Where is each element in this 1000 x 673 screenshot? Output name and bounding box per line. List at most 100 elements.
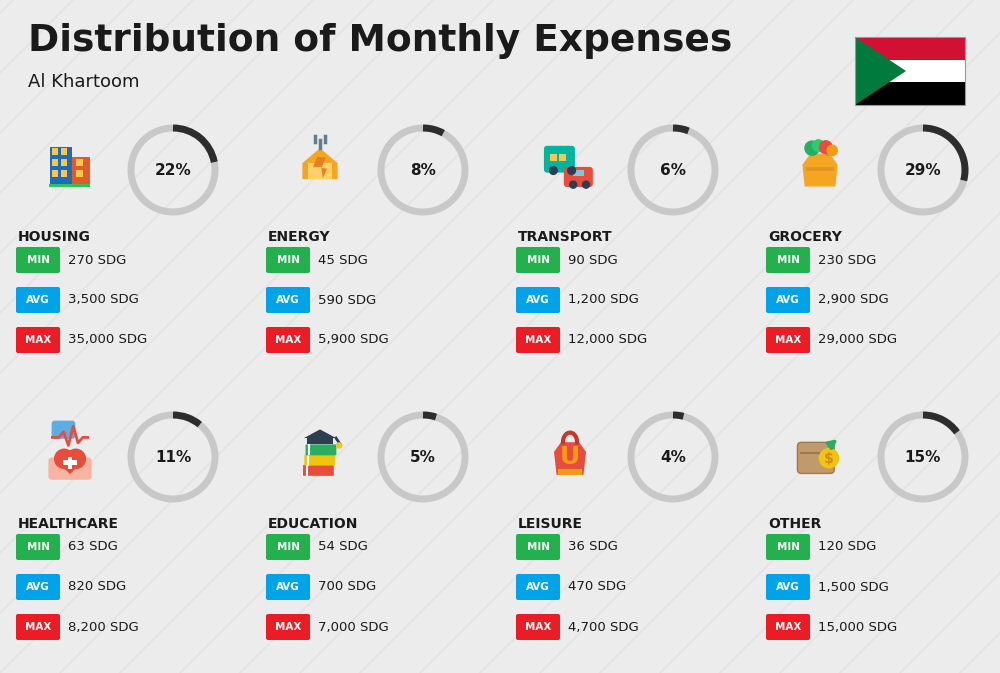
- FancyBboxPatch shape: [52, 147, 58, 155]
- Text: MIN: MIN: [526, 255, 550, 265]
- Circle shape: [570, 181, 577, 188]
- Text: MAX: MAX: [775, 335, 801, 345]
- FancyBboxPatch shape: [306, 444, 336, 456]
- FancyBboxPatch shape: [16, 574, 60, 600]
- Text: 90 SDG: 90 SDG: [568, 254, 618, 267]
- FancyBboxPatch shape: [49, 184, 90, 187]
- Circle shape: [55, 450, 74, 468]
- FancyBboxPatch shape: [558, 469, 582, 475]
- FancyBboxPatch shape: [68, 456, 72, 469]
- Polygon shape: [55, 459, 85, 474]
- FancyBboxPatch shape: [766, 614, 810, 640]
- Text: MAX: MAX: [525, 335, 551, 345]
- FancyBboxPatch shape: [544, 146, 575, 172]
- FancyBboxPatch shape: [266, 574, 310, 600]
- FancyBboxPatch shape: [16, 534, 60, 560]
- Circle shape: [819, 141, 832, 153]
- FancyBboxPatch shape: [308, 163, 332, 179]
- Text: TRANSPORT: TRANSPORT: [518, 230, 613, 244]
- Text: AVG: AVG: [776, 582, 800, 592]
- Text: 1,500 SDG: 1,500 SDG: [818, 581, 889, 594]
- FancyBboxPatch shape: [266, 287, 310, 313]
- Text: MAX: MAX: [525, 622, 551, 632]
- FancyBboxPatch shape: [855, 60, 965, 82]
- Text: AVG: AVG: [26, 295, 50, 305]
- Text: AVG: AVG: [276, 295, 300, 305]
- FancyBboxPatch shape: [516, 287, 560, 313]
- Circle shape: [827, 145, 837, 155]
- Text: MIN: MIN: [526, 542, 550, 552]
- FancyBboxPatch shape: [550, 154, 557, 161]
- Text: AVG: AVG: [26, 582, 50, 592]
- Text: AVG: AVG: [276, 582, 300, 592]
- Text: OTHER: OTHER: [768, 517, 821, 531]
- FancyBboxPatch shape: [52, 159, 58, 166]
- FancyBboxPatch shape: [516, 614, 560, 640]
- Text: 36 SDG: 36 SDG: [568, 540, 618, 553]
- Text: 45 SDG: 45 SDG: [318, 254, 368, 267]
- Text: EDUCATION: EDUCATION: [268, 517, 358, 531]
- FancyBboxPatch shape: [16, 614, 60, 640]
- FancyBboxPatch shape: [766, 574, 810, 600]
- Text: GROCERY: GROCERY: [768, 230, 842, 244]
- FancyBboxPatch shape: [573, 170, 584, 176]
- Text: MAX: MAX: [275, 335, 301, 345]
- Text: Distribution of Monthly Expenses: Distribution of Monthly Expenses: [28, 23, 732, 59]
- Text: MAX: MAX: [25, 622, 51, 632]
- FancyBboxPatch shape: [304, 455, 335, 466]
- Text: 700 SDG: 700 SDG: [318, 581, 376, 594]
- Text: 12,000 SDG: 12,000 SDG: [568, 334, 647, 347]
- Text: 15,000 SDG: 15,000 SDG: [818, 621, 897, 633]
- FancyBboxPatch shape: [61, 147, 67, 155]
- Circle shape: [550, 167, 557, 174]
- Text: 29%: 29%: [905, 162, 941, 178]
- Text: HOUSING: HOUSING: [18, 230, 91, 244]
- Text: U: U: [560, 445, 580, 468]
- FancyBboxPatch shape: [766, 287, 810, 313]
- Text: 470 SDG: 470 SDG: [568, 581, 626, 594]
- Text: 6%: 6%: [660, 162, 686, 178]
- Polygon shape: [313, 157, 327, 178]
- Text: ENERGY: ENERGY: [268, 230, 331, 244]
- FancyBboxPatch shape: [52, 421, 75, 439]
- Text: 8,200 SDG: 8,200 SDG: [68, 621, 139, 633]
- Text: MIN: MIN: [776, 542, 800, 552]
- FancyBboxPatch shape: [48, 458, 92, 480]
- FancyBboxPatch shape: [797, 442, 834, 473]
- Text: 8%: 8%: [410, 162, 436, 178]
- Text: 29,000 SDG: 29,000 SDG: [818, 334, 897, 347]
- Text: 5,900 SDG: 5,900 SDG: [318, 334, 389, 347]
- Text: 820 SDG: 820 SDG: [68, 581, 126, 594]
- Text: 3,500 SDG: 3,500 SDG: [68, 293, 139, 306]
- FancyBboxPatch shape: [806, 168, 834, 171]
- Text: Al Khartoom: Al Khartoom: [28, 73, 140, 91]
- FancyBboxPatch shape: [61, 170, 67, 177]
- Text: HEALTHCARE: HEALTHCARE: [18, 517, 119, 531]
- FancyBboxPatch shape: [52, 170, 58, 177]
- Text: 22%: 22%: [155, 162, 191, 178]
- Polygon shape: [554, 442, 586, 475]
- Text: 270 SDG: 270 SDG: [68, 254, 126, 267]
- Text: AVG: AVG: [526, 582, 550, 592]
- Text: MIN: MIN: [26, 542, 50, 552]
- Text: 15%: 15%: [905, 450, 941, 464]
- FancyBboxPatch shape: [61, 159, 67, 166]
- FancyBboxPatch shape: [266, 247, 310, 273]
- Text: 5%: 5%: [410, 450, 436, 464]
- Text: MAX: MAX: [775, 622, 801, 632]
- Text: MIN: MIN: [277, 255, 300, 265]
- Text: 230 SDG: 230 SDG: [818, 254, 876, 267]
- Polygon shape: [802, 153, 838, 186]
- Polygon shape: [855, 37, 906, 105]
- FancyBboxPatch shape: [76, 170, 83, 177]
- Circle shape: [337, 443, 342, 448]
- Text: 54 SDG: 54 SDG: [318, 540, 368, 553]
- Text: 1,200 SDG: 1,200 SDG: [568, 293, 639, 306]
- FancyBboxPatch shape: [50, 147, 72, 186]
- FancyBboxPatch shape: [266, 614, 310, 640]
- FancyBboxPatch shape: [766, 327, 810, 353]
- Text: MAX: MAX: [25, 335, 51, 345]
- Text: 63 SDG: 63 SDG: [68, 540, 118, 553]
- FancyBboxPatch shape: [63, 460, 77, 465]
- Polygon shape: [302, 148, 338, 179]
